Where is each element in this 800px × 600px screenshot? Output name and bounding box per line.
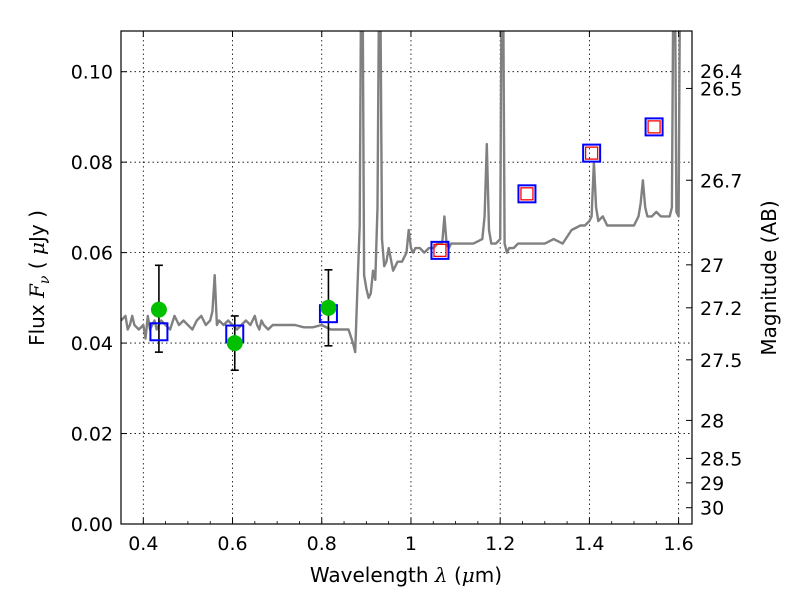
x-tick-label: 0.6 (217, 533, 247, 555)
x-axis-title: Wavelength λ (μm) (310, 563, 502, 587)
mag-tick-label: 28 (700, 410, 724, 432)
y-tick-label: 0.08 (71, 152, 113, 174)
data-layer (121, 31, 681, 372)
model-point-square (149, 322, 169, 342)
model-point-inner-square (520, 187, 534, 201)
x-tick-label: 1.4 (574, 533, 604, 555)
mag-tick-label: 26.4 (700, 61, 742, 83)
x-tick-label: 0.4 (128, 533, 158, 555)
x-tick-label: 1.6 (664, 533, 694, 555)
observed-point (320, 299, 337, 316)
x-tick-label: 1.2 (485, 533, 515, 555)
y-tick-label: 0.02 (71, 424, 113, 446)
model-point-square (430, 240, 450, 260)
mag-tick-label: 26.5 (700, 78, 742, 100)
y-tick-label: 0.06 (71, 243, 113, 265)
model-point-square (644, 117, 664, 137)
observed-point (226, 335, 243, 352)
y2-axis-title: Magnitude (AB) (757, 200, 781, 355)
mag-tick-label: 29 (700, 473, 724, 495)
mag-tick-label: 28.5 (700, 448, 742, 470)
observed-point (150, 301, 167, 318)
y-tick-label: 0.04 (71, 333, 113, 355)
x-tick-label: 1 (405, 533, 417, 555)
mag-tick-label: 27.5 (700, 350, 742, 372)
mag-tick-label: 30 (700, 498, 724, 520)
y-tick-label: 0.00 (71, 514, 113, 536)
y-axis-title: Flux Fν ( μJy ) (25, 210, 53, 346)
y-tick-label: 0.10 (71, 62, 113, 84)
spectrum-line (121, 31, 681, 354)
x-tick-label: 0.8 (307, 533, 337, 555)
ticks: 0.4 0.6 0.8 1 1.2 1.4 1.6 0.00 0.02 0.04 0.06 0.08 0… (71, 31, 742, 555)
model-point-inner-square (433, 243, 447, 258)
mag-tick-label: 26.7 (700, 170, 742, 192)
model-point-square (517, 184, 537, 204)
mag-tick-label: 27 (700, 255, 724, 277)
model-point-inner-square (584, 146, 599, 160)
plot-frame (120, 30, 693, 525)
model-point-inner-square (647, 120, 661, 134)
mag-tick-label: 27.2 (700, 298, 742, 320)
model-point-square (582, 143, 602, 163)
